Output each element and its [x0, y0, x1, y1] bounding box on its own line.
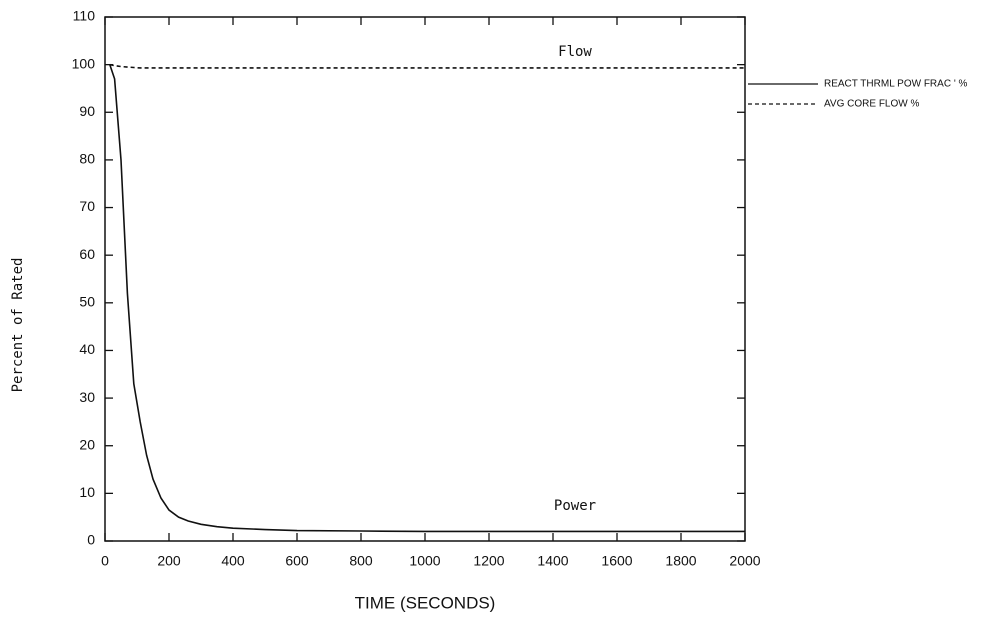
y-tick-label: 40	[79, 341, 95, 357]
legend-label: AVG CORE FLOW %	[824, 99, 919, 110]
x-tick-label: 800	[349, 553, 373, 569]
y-tick-label: 20	[79, 436, 95, 452]
legend-label: REACT THRML POW FRAC ' %	[824, 79, 968, 90]
x-tick-label: 0	[101, 553, 109, 569]
series-line	[109, 63, 745, 69]
y-axis-label: Percent of Rated	[10, 258, 26, 393]
annotation: Power	[554, 498, 596, 514]
x-axis-label: TIME (SECONDS)	[355, 593, 496, 612]
y-tick-label: 80	[79, 151, 95, 167]
x-tick-label: 1600	[601, 553, 632, 569]
y-tick-label: 10	[79, 484, 95, 500]
y-tick-label: 60	[79, 246, 95, 262]
y-tick-label: 90	[79, 103, 95, 119]
y-tick-label: 70	[79, 198, 95, 214]
annotation: Flow	[558, 44, 592, 60]
y-tick-label: 100	[72, 55, 96, 71]
y-tick-label: 110	[73, 8, 96, 24]
x-tick-label: 600	[285, 553, 309, 569]
y-tick-label: 30	[79, 389, 95, 405]
plot-frame	[104, 16, 746, 542]
x-tick-label: 400	[221, 553, 245, 569]
series-line	[109, 64, 745, 533]
x-tick-label: 1400	[537, 553, 568, 569]
x-tick-label: 200	[157, 553, 181, 569]
y-tick-label: 50	[79, 294, 95, 310]
y-tick-label: 0	[87, 532, 95, 548]
x-tick-label: 2000	[729, 553, 760, 569]
x-tick-label: 1200	[473, 553, 504, 569]
x-tick-label: 1800	[665, 553, 696, 569]
x-tick-label: 1000	[409, 553, 440, 569]
